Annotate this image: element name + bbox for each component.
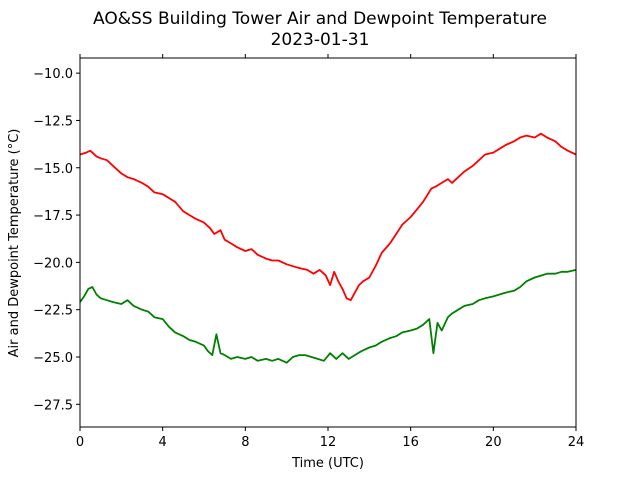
series-line-red — [79, 132, 577, 302]
x-tick-label: 8 — [241, 435, 249, 450]
chart-subtitle: 2023-01-31 — [271, 30, 370, 50]
x-tick-label: 20 — [485, 435, 502, 450]
plot-frame — [79, 57, 577, 428]
x-tick-label: 16 — [402, 435, 419, 450]
y-tick-label: −27.5 — [33, 398, 73, 413]
y-tick-label: −22.5 — [33, 304, 73, 319]
x-tick-label: 12 — [320, 435, 337, 450]
chart-title: AO&SS Building Tower Air and Dewpoint Te… — [93, 9, 547, 29]
y-tick-label: −20.0 — [33, 256, 73, 271]
y-axis: −27.5 −25.0 −22.5 −20.0 −17.5 −15.0 −12.5 −10.0 — [33, 67, 80, 413]
x-tick-label: 4 — [159, 435, 167, 450]
y-tick-label: −17.5 — [33, 209, 73, 224]
y-tick-label: −15.0 — [33, 162, 73, 177]
y-tick-label: −25.0 — [33, 351, 73, 366]
series-line-green — [79, 269, 577, 364]
y-tick-label: −10.0 — [33, 67, 73, 82]
x-tick-label: 0 — [76, 435, 84, 450]
x-tick-label: 24 — [568, 435, 585, 450]
y-axis-label: Air and Dewpoint Temperature (°C) — [7, 129, 22, 358]
y-tick-label: −12.5 — [33, 114, 73, 129]
x-axis: 0 4 8 12 16 20 24 — [76, 54, 584, 450]
x-axis-label: Time (UTC) — [291, 456, 364, 471]
series-layer — [79, 132, 577, 364]
